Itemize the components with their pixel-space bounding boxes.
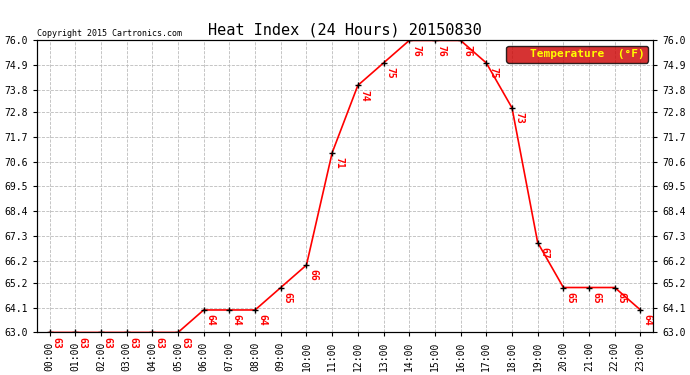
Text: 63: 63 [77,337,87,348]
Text: 63: 63 [52,337,61,348]
Text: 67: 67 [540,247,550,258]
Text: 64: 64 [206,314,216,326]
Text: 64: 64 [231,314,241,326]
Text: 65: 65 [617,292,627,303]
Text: 65: 65 [565,292,575,303]
Text: 64: 64 [642,314,653,326]
Text: 76: 76 [437,45,447,56]
Text: 74: 74 [359,90,370,101]
Title: Heat Index (24 Hours) 20150830: Heat Index (24 Hours) 20150830 [208,23,482,38]
Text: Copyright 2015 Cartronics.com: Copyright 2015 Cartronics.com [37,28,182,38]
Legend: Temperature  (°F): Temperature (°F) [506,46,648,63]
Text: 63: 63 [103,337,113,348]
Text: 65: 65 [591,292,601,303]
Text: 63: 63 [155,337,164,348]
Text: 75: 75 [386,67,395,79]
Text: 71: 71 [334,157,344,169]
Text: 63: 63 [180,337,190,348]
Text: 66: 66 [308,269,318,281]
Text: 76: 76 [462,45,473,56]
Text: 76: 76 [411,45,421,56]
Text: 73: 73 [514,112,524,124]
Text: 65: 65 [283,292,293,303]
Text: 64: 64 [257,314,267,326]
Text: 75: 75 [489,67,498,79]
Text: 63: 63 [128,337,139,348]
